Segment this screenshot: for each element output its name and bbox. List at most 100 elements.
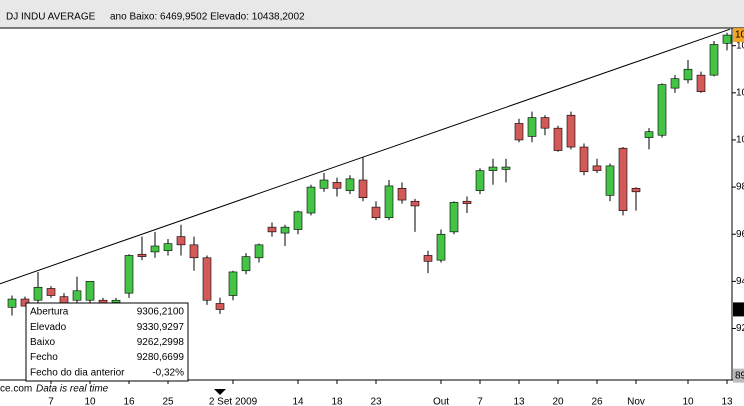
tooltip-label: Abertura	[30, 307, 69, 318]
candle-body	[371, 206, 381, 219]
y-tick-label: 94	[736, 276, 744, 287]
price-marker-label: 10	[735, 30, 744, 41]
y-tick-label: 96	[736, 229, 744, 240]
candle-body	[540, 117, 550, 129]
y-tick-label: 98	[736, 182, 744, 193]
x-tick-label: 25	[162, 397, 174, 406]
tooltip-label: Baixo	[30, 337, 55, 348]
header-bar	[0, 0, 744, 28]
candle-body	[579, 146, 589, 173]
candle-body	[410, 200, 420, 207]
candle-body	[345, 178, 355, 191]
candle-body	[631, 187, 641, 193]
candle-body	[709, 44, 719, 76]
candle-body	[7, 298, 17, 308]
tooltip-label: Elevado	[30, 322, 67, 333]
candle-body	[423, 255, 433, 262]
x-tick-label: 10	[84, 397, 96, 406]
candle-body	[228, 271, 238, 296]
candle-body	[449, 202, 459, 233]
price-marker-label: 9	[735, 304, 741, 315]
x-tick-label: 14	[292, 397, 304, 406]
candle-body	[683, 68, 693, 81]
tooltip-value: -0,32%	[152, 367, 184, 378]
candle-body	[319, 179, 329, 189]
trendline	[0, 28, 731, 285]
candle-body	[488, 166, 498, 171]
candle-body	[384, 185, 394, 219]
candle-body	[553, 127, 563, 151]
candle-body	[202, 257, 212, 301]
tooltip-value: 9280,6699	[137, 352, 185, 363]
candle-body	[306, 186, 316, 214]
x-tick-label: 7	[48, 397, 54, 406]
y-tick-label: 10	[736, 87, 744, 98]
candle-body	[670, 78, 680, 89]
candle-body	[33, 286, 43, 301]
y-tick-label: 10	[736, 135, 744, 146]
candle-body	[657, 84, 667, 136]
y-tick-label: 10	[736, 40, 744, 51]
candle-body	[644, 131, 654, 138]
x-tick-label: 16	[123, 397, 135, 406]
x-tick-label: 10	[682, 397, 694, 406]
candle-body	[592, 165, 602, 171]
instrument-title: DJ INDU AVERAGE	[6, 12, 96, 23]
candle-body	[163, 243, 173, 252]
candle-body	[462, 200, 472, 204]
year-range: ano Baixo: 6469,9502 Elevado: 10438,2002	[110, 12, 305, 23]
x-tick-label: 20	[552, 397, 564, 406]
candle-body	[397, 187, 407, 201]
candle-body	[501, 166, 511, 170]
candle-body	[605, 165, 615, 196]
tooltip-box	[25, 302, 189, 382]
candle-body	[722, 34, 732, 44]
candle-body	[72, 290, 82, 301]
tooltip-value: 9306,2100	[137, 307, 185, 318]
source: ce.com	[0, 384, 32, 395]
candle-body	[254, 244, 264, 259]
candle-body	[475, 170, 485, 191]
candle-body	[436, 233, 446, 261]
x-tick-label: 13	[721, 397, 733, 406]
candle-body	[137, 253, 147, 257]
candle-body	[150, 245, 160, 253]
candle-body	[514, 123, 524, 141]
candle-body	[176, 236, 186, 246]
candle-body	[280, 226, 290, 234]
price-marker-label: 89	[735, 370, 744, 381]
price-marker	[733, 368, 744, 383]
x-tick-label: 7	[477, 397, 483, 406]
tooltip-value: 9330,9297	[137, 322, 185, 333]
tooltip: Abertura 9306,2100 Elevado 9330,9297 Baixo 92…	[25, 302, 189, 382]
realtime-note: Data is real time	[36, 384, 109, 395]
candle-body	[85, 281, 95, 301]
candle-body	[566, 114, 576, 148]
candle-body	[267, 226, 277, 233]
candle-body	[696, 74, 706, 92]
candle-body	[189, 244, 199, 259]
candle-body	[332, 182, 342, 189]
y-tick-label: 92	[736, 323, 744, 334]
x-tick-label: 2 Set 2009	[209, 397, 258, 406]
x-tick-label: 23	[370, 397, 382, 406]
tooltip-label: Fecho	[30, 352, 58, 363]
candle-body	[241, 256, 251, 272]
x-tick-label: Nov	[627, 397, 645, 406]
tooltip-value: 9262,2998	[137, 337, 185, 348]
candle-body	[358, 179, 368, 198]
x-tick-label: 13	[513, 397, 525, 406]
candle-body	[46, 288, 56, 296]
x-tick-label: Out	[433, 397, 449, 406]
price-marker	[733, 28, 744, 43]
candle-body	[124, 255, 134, 294]
x-tick-label: 18	[331, 397, 343, 406]
candle-body	[618, 147, 628, 211]
price-marker	[733, 302, 744, 317]
candle-body	[215, 303, 225, 310]
candle-body	[527, 117, 537, 137]
x-tick-label: 26	[591, 397, 603, 406]
candle-body	[293, 211, 303, 230]
